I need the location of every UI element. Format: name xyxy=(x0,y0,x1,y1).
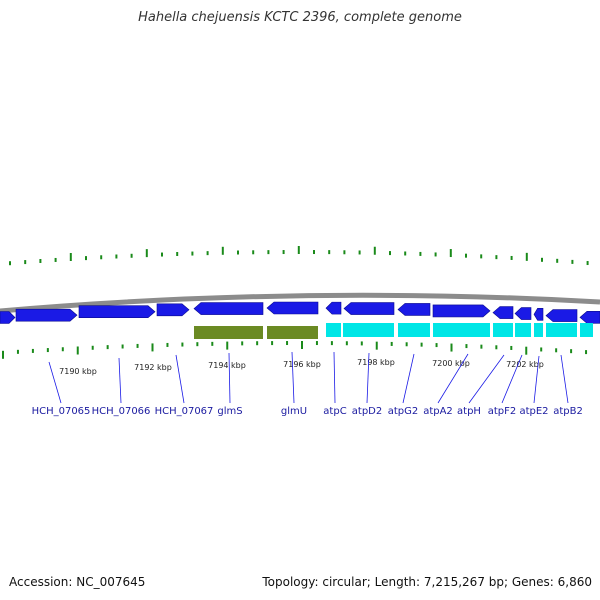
feature-block-cyan xyxy=(433,323,490,337)
gene-arrow xyxy=(492,306,514,319)
gene-arrow xyxy=(545,309,578,322)
feature-block-cyan xyxy=(398,323,430,337)
position-label: 7194 kbp xyxy=(208,361,246,370)
gene-label: atpE2 xyxy=(519,406,548,417)
feature-block-cyan xyxy=(546,323,577,337)
gene-label: atpD2 xyxy=(352,406,382,417)
gene-label: HCH_07065 xyxy=(32,406,91,417)
gene-label: atpF2 xyxy=(488,406,517,417)
feature-block-olive xyxy=(194,326,263,339)
position-label: 7196 kbp xyxy=(283,360,321,369)
tick-row-outer xyxy=(9,246,589,266)
gene-leader-line xyxy=(118,357,122,404)
gene-leader-line xyxy=(533,355,540,404)
gene-label: atpG2 xyxy=(388,406,419,417)
gene-label: HCH_07067 xyxy=(155,406,214,417)
gene-arrow xyxy=(0,311,16,324)
gene-arrow xyxy=(15,308,78,322)
gene-label: glmS xyxy=(217,406,242,417)
gene-arrow xyxy=(397,303,431,316)
gene-arrow xyxy=(579,311,600,324)
gene-label: atpH xyxy=(457,406,481,417)
genome-summary: Topology: circular; Length: 7,215,267 bp… xyxy=(262,575,592,589)
gene-arrow xyxy=(156,303,190,317)
gene-label: atpB2 xyxy=(553,406,583,417)
position-labels: 7190 kbp 7192 kbp 7194 kbp 7196 kbp 7198 kbp… xyxy=(59,358,544,376)
feature-block-cyan xyxy=(534,323,543,337)
feature-block-cyan xyxy=(343,323,394,337)
gene-leader-line xyxy=(333,351,336,404)
position-label: 7192 kbp xyxy=(134,363,172,372)
gene-leader-line xyxy=(402,353,415,404)
gene-leader-line xyxy=(291,351,295,404)
feature-block-cyan xyxy=(580,323,593,337)
position-label: 7202 kbp xyxy=(506,360,544,369)
gene-leader-line xyxy=(437,353,469,404)
gene-leader-line xyxy=(175,354,185,404)
gene-labels: HCH_07065 HCH_07066 HCH_07067 glmS glmU atpC a… xyxy=(32,406,583,417)
gene-arrow xyxy=(514,307,532,320)
gene-label: atpC xyxy=(323,406,346,417)
gene-arrow xyxy=(78,305,156,319)
feature-block-cyan xyxy=(515,323,531,337)
gene-leader-line xyxy=(48,361,62,404)
gene-leader-line xyxy=(560,354,569,404)
gene-label: HCH_07066 xyxy=(92,406,151,417)
position-label: 7190 kbp xyxy=(59,367,97,376)
gene-leader-line xyxy=(366,352,370,404)
gene-leader-line xyxy=(228,352,231,404)
gene-arrow xyxy=(266,301,319,315)
feature-block-cyan xyxy=(493,323,513,337)
genome-backbone xyxy=(0,292,600,314)
tick-row-inner xyxy=(2,341,588,359)
gene-track-forward xyxy=(0,301,600,324)
gene-arrow xyxy=(533,308,544,321)
gene-track-cyan xyxy=(326,323,593,337)
gene-label: atpA2 xyxy=(423,406,453,417)
feature-block-cyan xyxy=(326,323,341,337)
gene-label-leaders xyxy=(48,351,569,404)
position-label: 7198 kbp xyxy=(357,358,395,367)
map-title: Hahella chejuensis KCTC 2396, complete g… xyxy=(138,10,462,25)
position-label: 7200 kbp xyxy=(432,359,470,368)
gene-leader-line xyxy=(501,354,523,404)
gene-arrow xyxy=(193,302,264,315)
gene-leader-line xyxy=(468,354,505,404)
gene-arrow xyxy=(343,302,395,315)
accession-label: Accession: NC_007645 xyxy=(9,575,146,589)
gene-label: glmU xyxy=(281,406,307,417)
gene-arrow xyxy=(432,304,491,318)
feature-block-olive xyxy=(267,326,318,339)
gene-track-olive xyxy=(194,326,318,339)
gene-arrow xyxy=(325,301,342,315)
